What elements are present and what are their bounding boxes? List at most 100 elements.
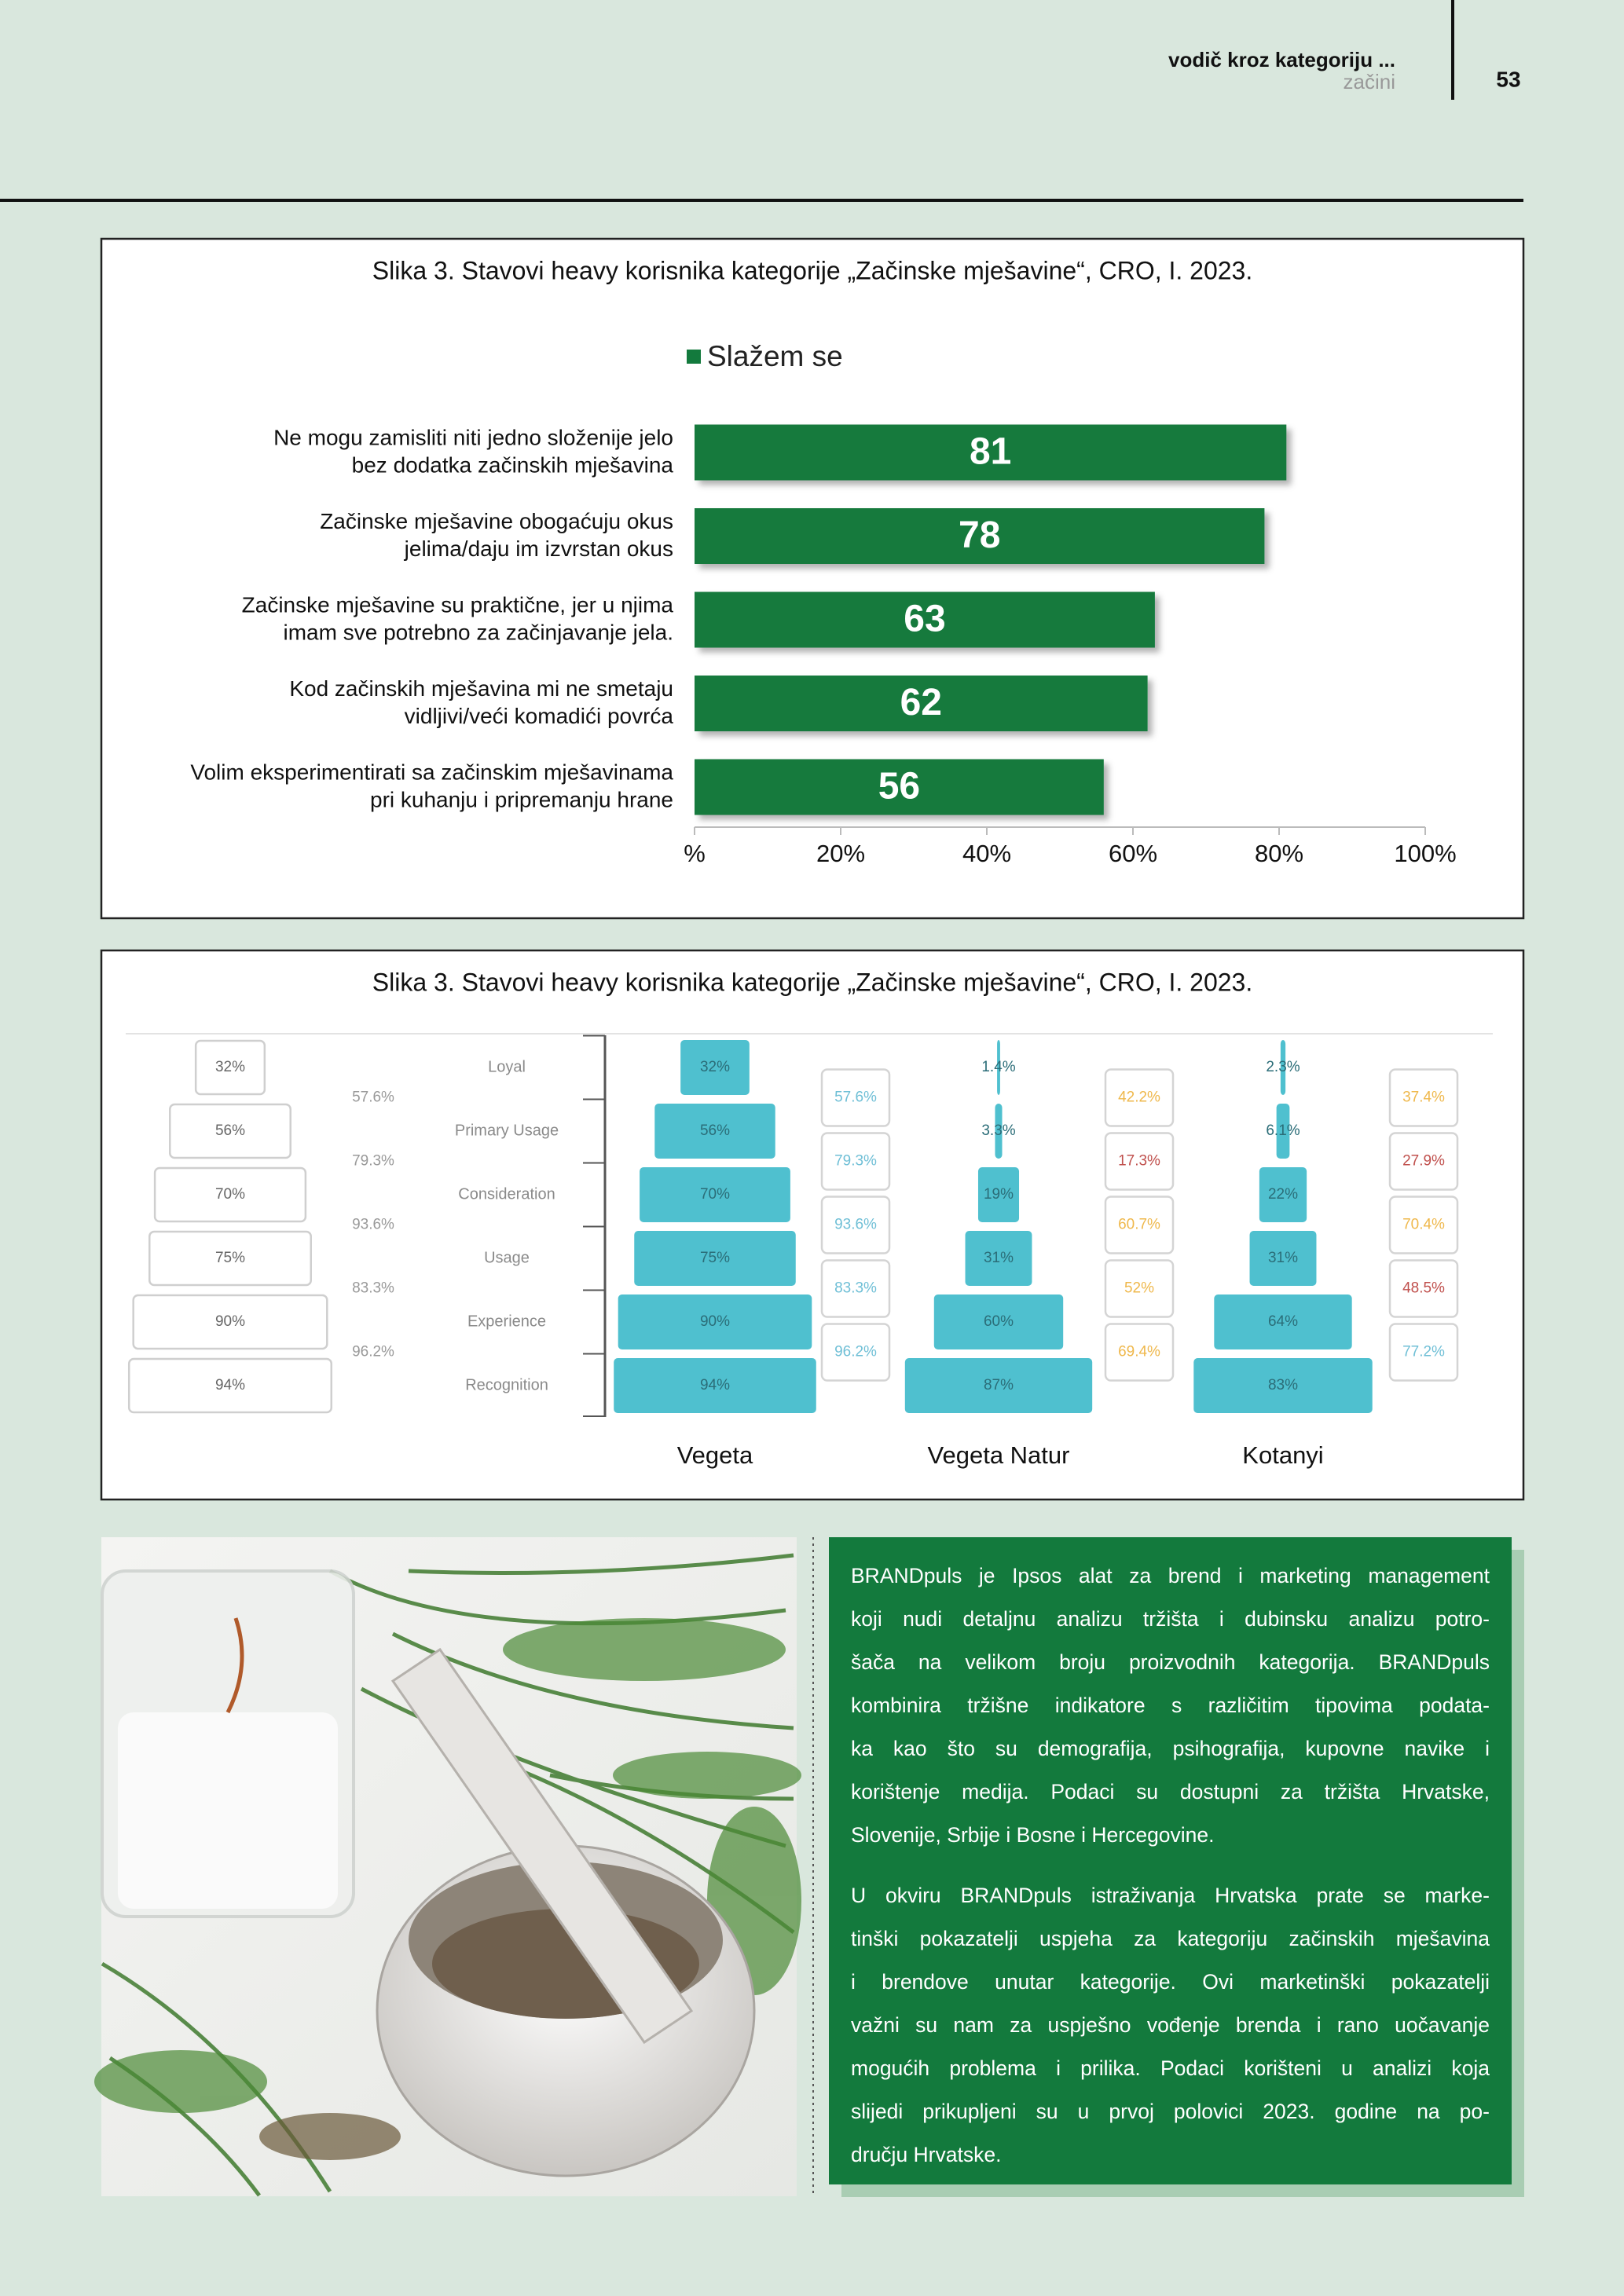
chart-title: Slika 3. Stavovi heavy korisnika kategor… — [372, 968, 1252, 996]
template-label: 56% — [215, 1122, 245, 1139]
stage-label: Usage — [484, 1249, 530, 1266]
text-line: i brendove unutar kategorije. Ovi market… — [851, 1970, 1490, 1994]
bar — [695, 508, 1265, 564]
legend-label: Slažem se — [707, 340, 843, 372]
conversion-label: 27.9% — [1402, 1153, 1445, 1170]
category-label: bez dodatka začinskih mješavina — [352, 452, 674, 477]
template-conversion: 96.2% — [352, 1344, 394, 1360]
stage-label: Loyal — [488, 1058, 526, 1075]
conversion-box — [1104, 1323, 1175, 1382]
template-conversion: 83.3% — [352, 1280, 394, 1297]
funnel-label: 75% — [700, 1250, 730, 1266]
funnel-label: 87% — [984, 1377, 1014, 1393]
template-box — [194, 1039, 266, 1096]
conversion-box — [820, 1323, 891, 1382]
text-line: slijedi prikupljeni su u prvoj polovici … — [851, 2100, 1490, 2123]
conversion-label: 83.3% — [834, 1280, 877, 1297]
page-number: 53 — [1496, 67, 1520, 91]
legend-swatch — [687, 350, 701, 364]
funnel-bar — [640, 1167, 790, 1222]
funnel-label: 90% — [700, 1313, 730, 1330]
data-label: 81 — [970, 431, 1011, 473]
category-label: jelima/daju im izvrstan okus — [404, 536, 673, 561]
funnel-label: 56% — [700, 1122, 730, 1139]
template-label: 70% — [215, 1186, 245, 1203]
conversion-box — [820, 1132, 891, 1191]
category-label: pri kuhanju i pripremanju hrane — [370, 787, 673, 811]
funnel-bar — [1249, 1231, 1317, 1286]
text-line: mogućih problema i prilika. Podaci koriš… — [851, 2056, 1490, 2080]
template-label: 32% — [215, 1059, 245, 1075]
category-label: imam sve potrebno za začinjavanje jela. — [284, 620, 673, 644]
bar — [695, 759, 1104, 815]
conversion-box — [1104, 1196, 1175, 1254]
funnel-label: 83% — [1268, 1377, 1298, 1393]
header-title: vodič kroz kategoriju ... — [1168, 48, 1395, 71]
photo — [94, 1537, 801, 2197]
data-label: 62 — [900, 682, 942, 723]
funnel-label: 19% — [984, 1186, 1014, 1203]
x-tick-label: 20% — [816, 840, 865, 867]
funnel-label: 94% — [700, 1377, 730, 1393]
x-tick-label: 60% — [1109, 840, 1157, 867]
conversion-label: 37.4% — [1402, 1089, 1445, 1106]
funnel-bar — [997, 1040, 1000, 1095]
conversion-label: 93.6% — [834, 1217, 877, 1233]
conversion-label: 60.7% — [1118, 1217, 1160, 1233]
conversion-box — [820, 1068, 891, 1127]
text-line: U okviru BRANDpuls istraživanja Hrvatska… — [851, 1884, 1490, 1907]
conversion-label: 79.3% — [834, 1153, 877, 1170]
conversion-label: 42.2% — [1118, 1089, 1160, 1106]
x-tick-label: 40% — [962, 840, 1011, 867]
funnel-label: 22% — [1268, 1186, 1298, 1203]
conversion-label: 57.6% — [834, 1089, 877, 1106]
template-box — [153, 1166, 307, 1223]
text-line: šača na velikom broju proizvodnih katego… — [851, 1650, 1490, 1674]
chart-frame — [100, 949, 1525, 1501]
funnel-bar — [654, 1104, 775, 1159]
funnel-bar — [977, 1167, 1020, 1222]
conversion-label: 48.5% — [1402, 1280, 1445, 1297]
text-line: dručju Hrvatske. — [851, 2143, 1002, 2166]
funnel-label: 1.4% — [981, 1059, 1015, 1075]
conversion-label: 70.4% — [1402, 1217, 1445, 1233]
funnel-bar — [1193, 1358, 1373, 1413]
category-label: Ne mogu zamisliti niti jedno složenije j… — [273, 425, 673, 449]
conversion-label: 17.3% — [1118, 1153, 1160, 1170]
text-line: kombinira tržišne indikatore s različiti… — [851, 1694, 1490, 1717]
funnel-label: 3.3% — [981, 1122, 1015, 1139]
conversion-label: 96.2% — [834, 1344, 877, 1360]
conversion-box — [1104, 1132, 1175, 1191]
conversion-box — [1388, 1259, 1459, 1318]
template-conversion: 79.3% — [352, 1153, 394, 1170]
conversion-label: 69.4% — [1118, 1344, 1160, 1360]
stage-label: Consideration — [458, 1185, 555, 1203]
template-box — [148, 1230, 312, 1287]
funnel-label: 64% — [1268, 1313, 1298, 1330]
chart-title: Slika 3. Stavovi heavy korisnika kategor… — [372, 256, 1252, 284]
funnel-bar — [680, 1040, 750, 1095]
conversion-box — [1388, 1323, 1459, 1382]
category-label: vidljivi/veći komadići povrća — [405, 704, 674, 728]
funnel-bar — [1276, 1104, 1290, 1159]
funnel-label: 31% — [984, 1250, 1014, 1266]
text-line: BRANDpuls je Ipsos alat za brend i marke… — [851, 1564, 1490, 1587]
template-label: 94% — [215, 1377, 245, 1393]
text-line: ka kao što su demografija, psihografija,… — [851, 1737, 1490, 1760]
funnel-bar — [1280, 1040, 1286, 1095]
bar — [695, 424, 1287, 481]
funnel-label: 32% — [700, 1059, 730, 1075]
category-label: Kod začinskih mješavina mi ne smetaju — [289, 676, 673, 701]
template-box — [127, 1357, 333, 1414]
funnel-bar — [634, 1231, 796, 1286]
conversion-label: 77.2% — [1402, 1344, 1445, 1360]
paragraph: BRANDpuls je Ipsos alat za brend i marke… — [851, 1554, 1490, 1857]
conversion-box — [1388, 1132, 1459, 1191]
template-conversion: 57.6% — [352, 1089, 394, 1106]
funnel-bar — [618, 1294, 812, 1349]
funnel-bar — [1259, 1167, 1307, 1222]
funnel-label: 70% — [700, 1186, 730, 1203]
stage-label: Recognition — [465, 1376, 548, 1393]
conversion-label: 52% — [1124, 1280, 1154, 1297]
